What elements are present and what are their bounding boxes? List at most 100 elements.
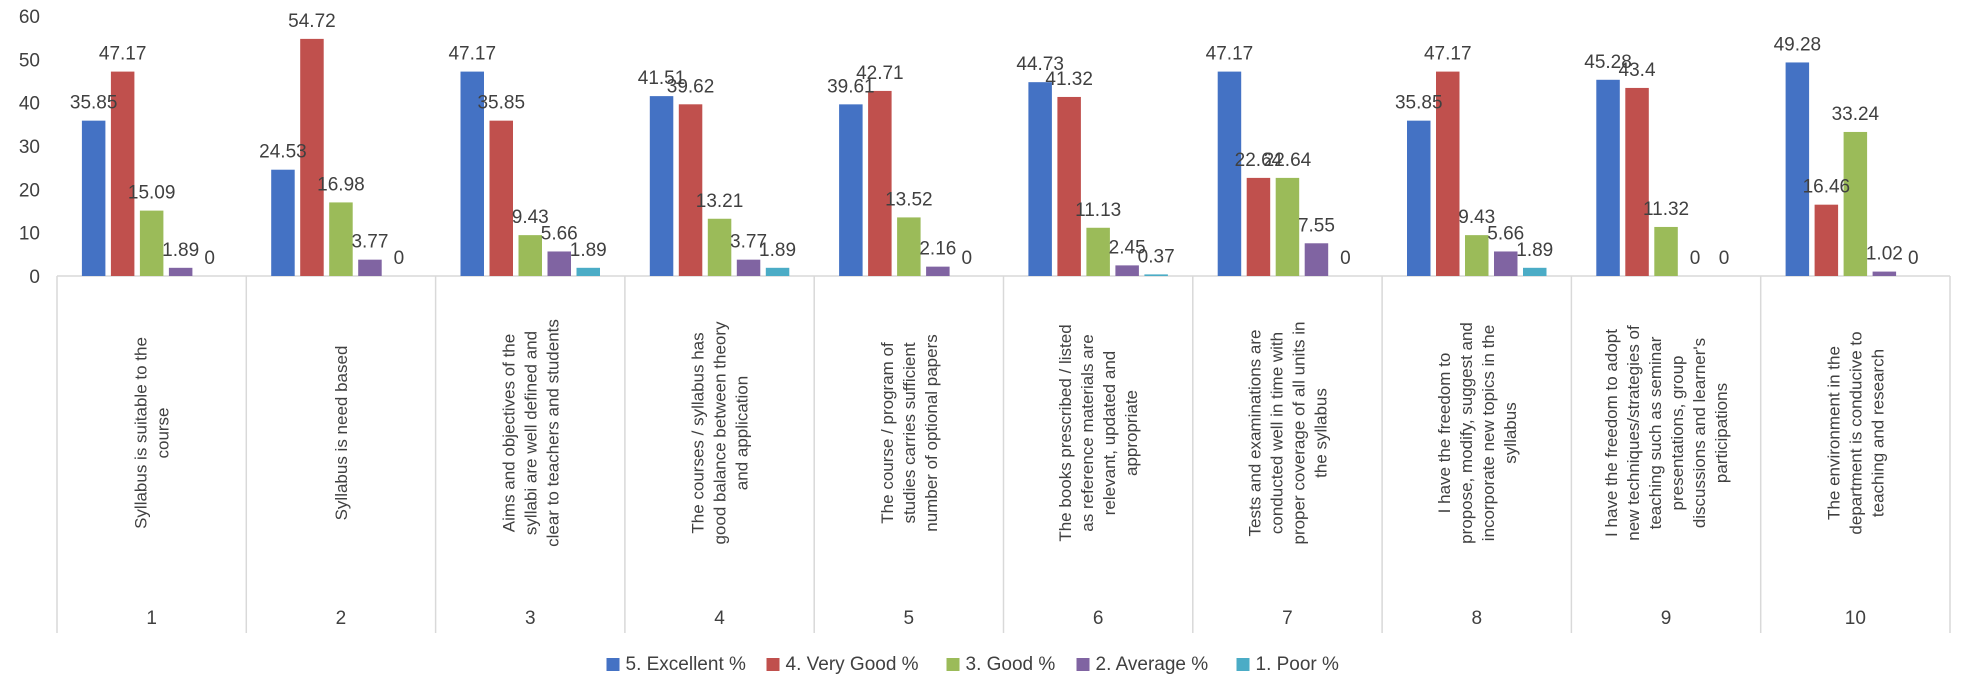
x-axis: Syllabus is suitable to the course 1 Syllab… — [56, 275, 1951, 633]
data-label: 9.43 — [1458, 207, 1495, 228]
bar — [1872, 271, 1897, 276]
category-description-line: syllabi are well defined and — [521, 331, 540, 535]
bars — [81, 38, 1897, 277]
bar — [1494, 251, 1518, 276]
bar — [547, 251, 571, 276]
category-description-line: The environment in the — [1824, 346, 1843, 520]
category-description-line: studies carries sufficient — [900, 342, 919, 523]
data-label: 47.17 — [99, 44, 147, 65]
data-label: 47.17 — [448, 44, 496, 65]
bar — [358, 259, 382, 276]
category-description-line: and application — [733, 376, 752, 490]
data-label: 16.98 — [317, 174, 365, 195]
x-tick-label: 7 — [1282, 608, 1293, 629]
y-tick-label: 40 — [19, 94, 40, 115]
category-description-line: participations — [1712, 383, 1731, 483]
data-label: 35.85 — [70, 93, 118, 114]
data-label: 1.02 — [1866, 244, 1903, 265]
data-label: 49.28 — [1774, 34, 1822, 55]
bar — [1625, 87, 1649, 276]
category-description-line: good balance between theory — [711, 321, 730, 545]
legend-item: 2. Average % — [1076, 654, 1208, 675]
x-tick-label: 4 — [714, 608, 725, 629]
y-tick-label: 20 — [19, 180, 40, 201]
x-tick-label: 2 — [336, 608, 347, 629]
legend-label: 3. Good % — [966, 654, 1056, 675]
category-description-line: The courses / syllabus has — [689, 332, 708, 533]
category-description-line: incorporate new topics in the — [1479, 325, 1498, 541]
category-description-line: appropriate — [1122, 390, 1141, 476]
data-label: 45.28 — [1584, 52, 1632, 73]
x-tick-label: 1 — [146, 608, 157, 629]
legend-swatch — [1076, 658, 1090, 671]
data-label: 11.32 — [1643, 199, 1689, 220]
category-description-line: proper coverage of all units in — [1289, 321, 1308, 544]
data-label: 9.43 — [512, 207, 549, 228]
category-description-line: relevant, updated and — [1100, 351, 1119, 515]
data-label: 0 — [962, 248, 973, 269]
data-label: 1.89 — [162, 240, 199, 261]
bar — [81, 120, 106, 277]
category-description-line: Syllabus is suitable to the — [132, 337, 151, 529]
category-description-line: Syllabus is need based — [332, 346, 351, 521]
bar — [707, 218, 732, 276]
data-label: 35.85 — [477, 93, 525, 114]
category-description: The course / program of studies carries s… — [878, 334, 941, 532]
data-label: 16.46 — [1803, 177, 1851, 198]
y-axis: 0 10 20 30 40 50 60 — [19, 7, 40, 288]
data-label: 7.55 — [1298, 215, 1335, 236]
category-description-line: I have the freedom to — [1435, 353, 1454, 514]
data-label: 0 — [1719, 248, 1730, 269]
bar — [1843, 131, 1868, 276]
bar — [168, 267, 193, 276]
category-description: I have the freedom to adopt new technique… — [1602, 325, 1731, 541]
x-tick-label: 9 — [1661, 608, 1672, 629]
legend: 5. Excellent % 4. Very Good % 3. Good % 2. … — [606, 654, 1339, 675]
bar — [897, 217, 921, 276]
data-label: 47.17 — [1424, 44, 1472, 65]
bar — [649, 96, 674, 276]
bar — [765, 267, 790, 276]
category-description: The courses / syllabus has good balance b… — [689, 321, 752, 545]
category-description-line: teaching and research — [1868, 349, 1887, 517]
x-tick-label: 10 — [1845, 608, 1866, 629]
data-label: 2.16 — [919, 239, 956, 260]
bar — [1115, 265, 1139, 276]
category-description-line: Tests and examinations are — [1245, 330, 1264, 537]
category-description-line: discussions and learner's — [1690, 338, 1709, 528]
legend-swatch — [766, 658, 780, 671]
legend-item: 5. Excellent % — [606, 654, 746, 675]
category-description-line: the syllabus — [1311, 388, 1330, 478]
legend-swatch — [606, 658, 620, 671]
x-tick-label: 3 — [525, 608, 536, 629]
bar — [271, 169, 295, 276]
data-label: 1.89 — [1516, 240, 1553, 261]
category-description-line: conducted well in time with — [1267, 332, 1286, 534]
data-label: 54.72 — [288, 11, 336, 32]
bar — [1596, 79, 1620, 276]
data-label: 22.64 — [1264, 150, 1312, 171]
data-label: 0.37 — [1138, 246, 1175, 267]
data-label: 0 — [1908, 248, 1919, 269]
data-label: 3.77 — [351, 232, 388, 253]
bar — [736, 259, 761, 276]
data-label: 5.66 — [1487, 223, 1524, 244]
data-label: 33.24 — [1832, 104, 1880, 125]
bar — [489, 120, 513, 277]
category-description-line: department is conducive to — [1846, 331, 1865, 534]
bar — [1465, 235, 1489, 276]
category-description-line: new techniques/strategies of — [1624, 325, 1643, 541]
data-label: 42.71 — [856, 63, 904, 84]
bar — [678, 104, 703, 277]
bar — [576, 267, 600, 276]
category-description: The environment in the department is cond… — [1824, 331, 1887, 534]
bar — [460, 71, 484, 276]
legend-item: 1. Poor % — [1236, 654, 1339, 675]
y-tick-label: 10 — [19, 224, 40, 245]
bar — [1304, 243, 1329, 276]
x-tick-label: 5 — [904, 608, 915, 629]
x-tick-label: 8 — [1471, 608, 1482, 629]
bar — [1407, 120, 1431, 277]
data-labels: 35.85 24.53 47.17 41.51 39.61 44.73 47.17 35.85… — [70, 11, 1919, 269]
